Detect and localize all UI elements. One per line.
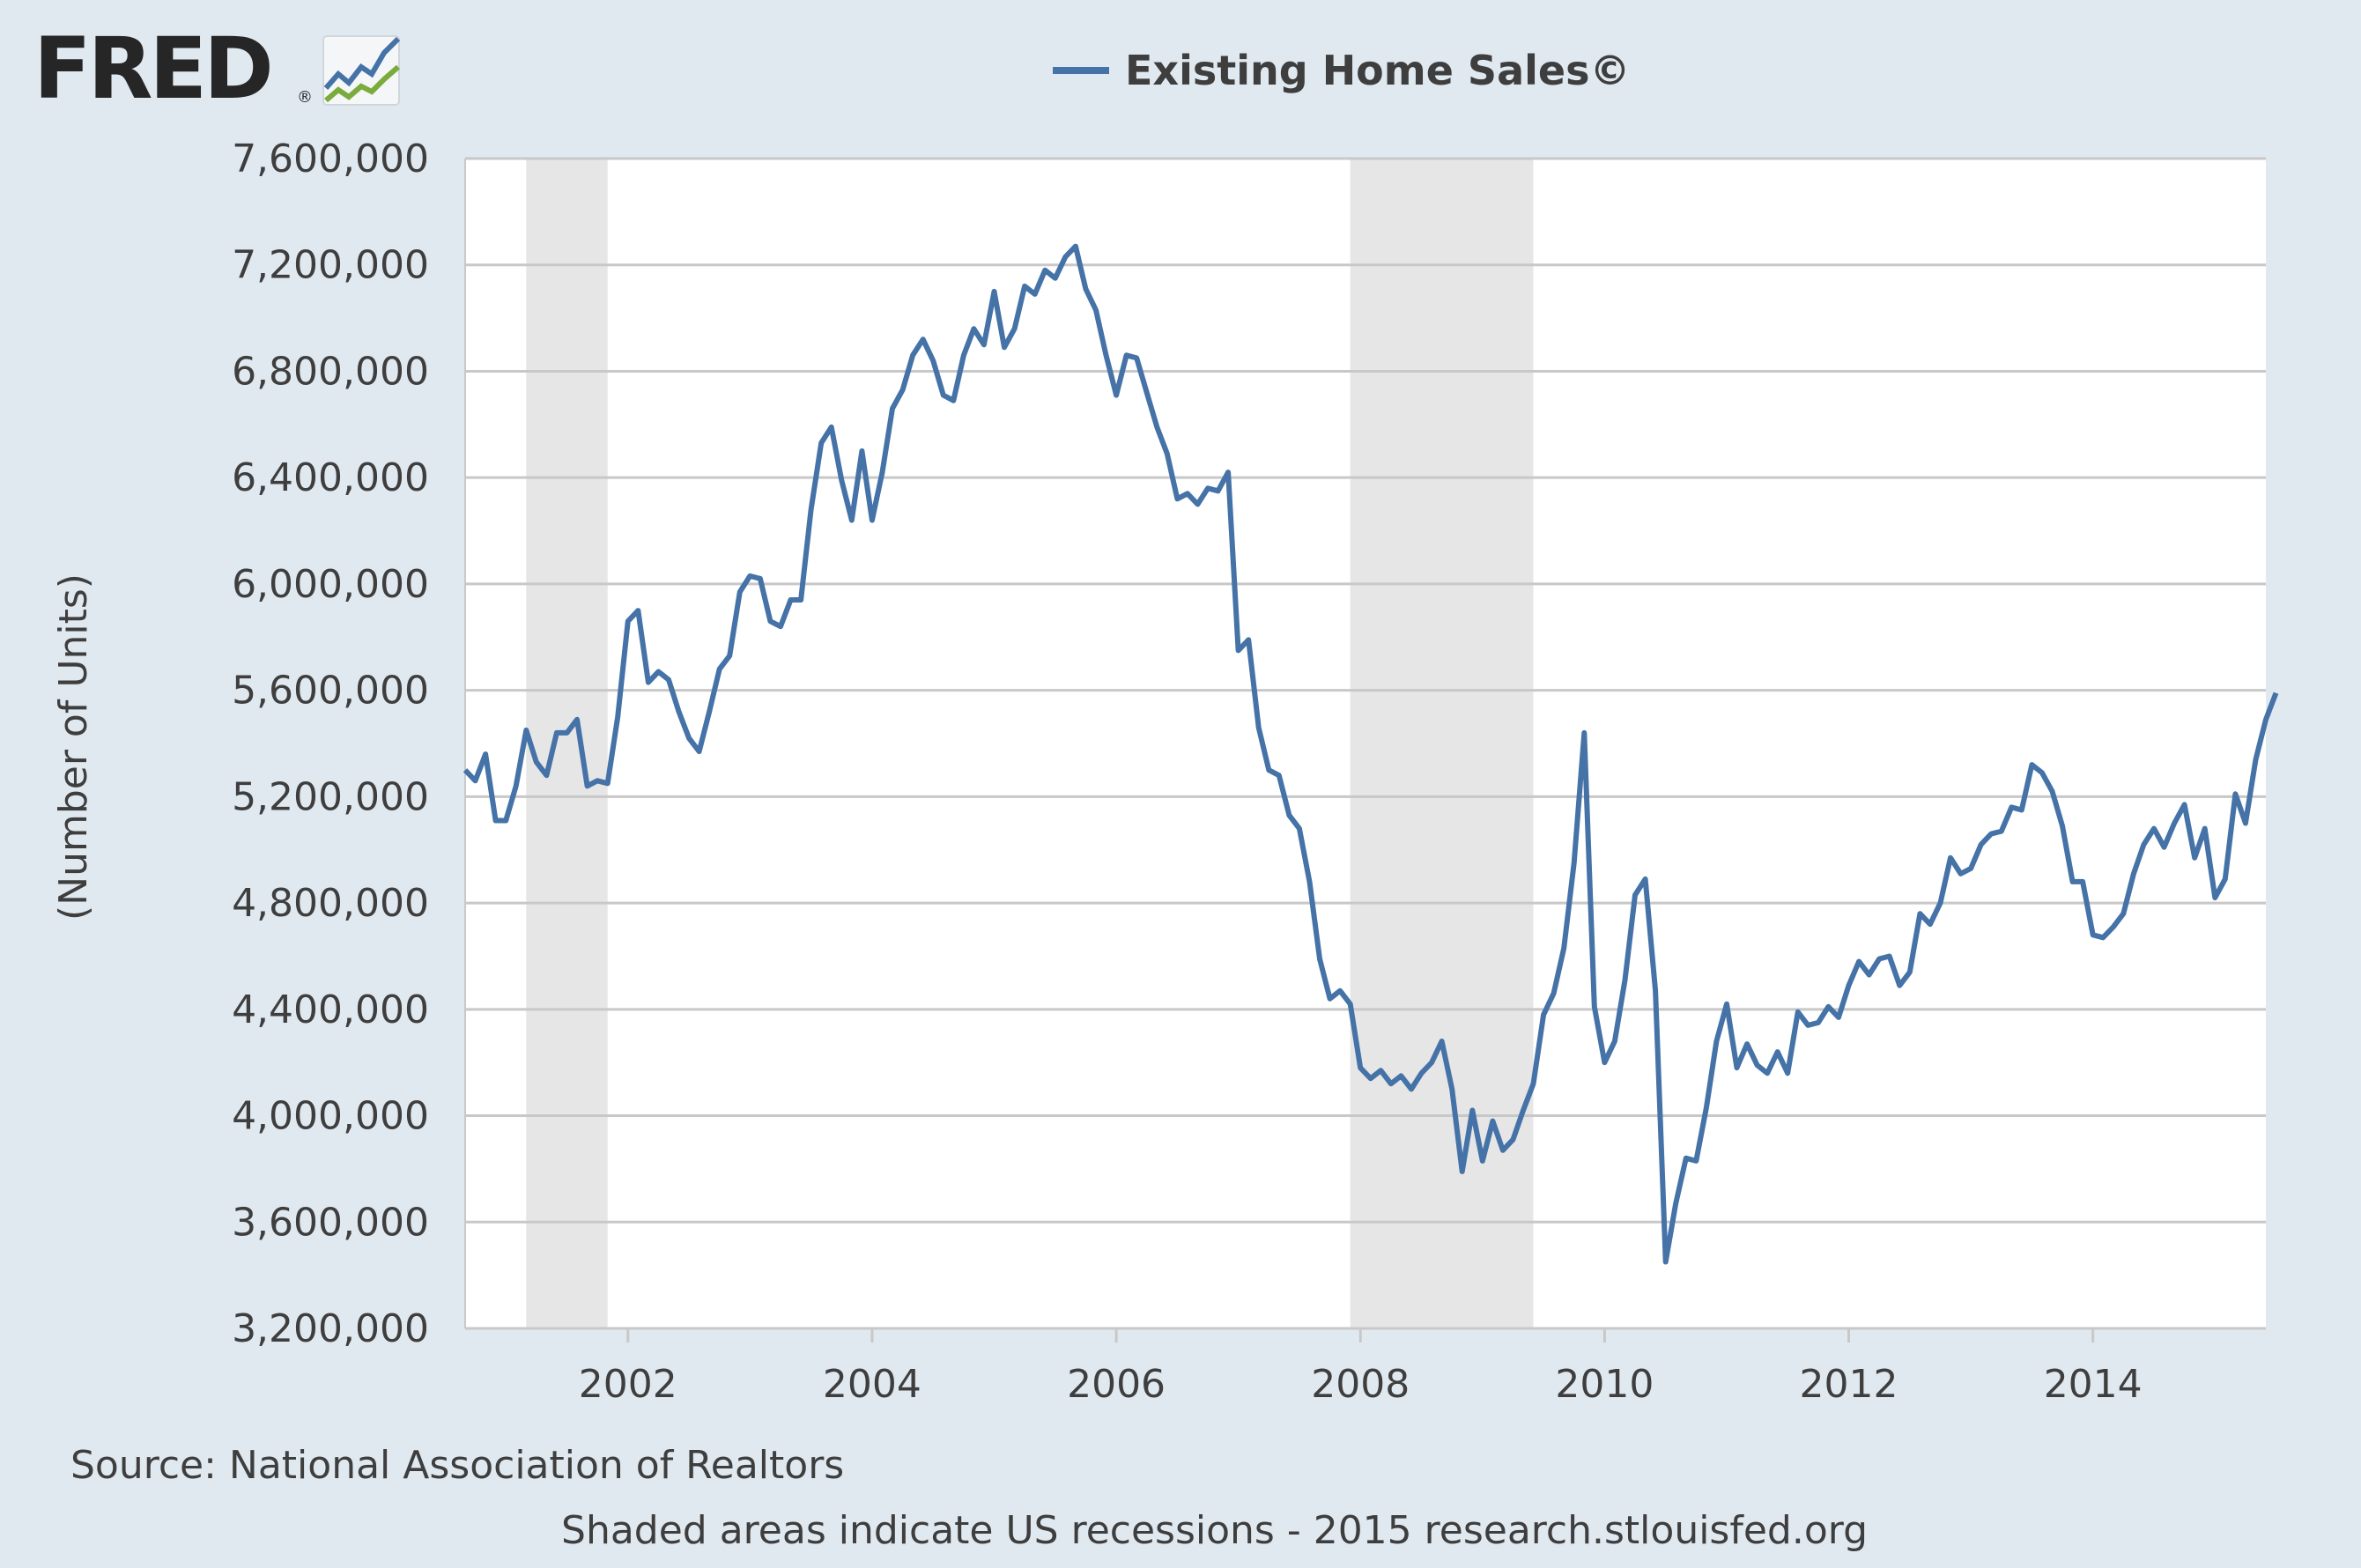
- chart-legend[interactable]: Existing Home Sales©: [1053, 44, 1630, 97]
- series-line-existing-home-sales: [463, 243, 2279, 1265]
- y-tick-label: 5,600,000: [232, 669, 429, 714]
- y-tick-label: 3,200,000: [232, 1306, 429, 1351]
- legend-series-swatch: [1053, 67, 1109, 74]
- y-tick-label: 6,800,000: [232, 349, 429, 394]
- x-tick-label: 2014: [2044, 1362, 2143, 1407]
- y-axis-title: (Number of Units): [51, 573, 96, 921]
- gridlines: [465, 157, 2266, 1224]
- x-tick-label: 2012: [1800, 1362, 1898, 1407]
- plot-area: [463, 157, 2279, 1342]
- fred-chart-icon: [322, 35, 401, 106]
- recession-band-2: [1350, 159, 1534, 1328]
- x-tick-labels: 2002 2004 2006 2008 2010 2012 2014: [579, 1362, 2143, 1407]
- recession-footnote: Shaded areas indicate US recessions - 20…: [561, 1508, 1868, 1553]
- y-tick-label: 6,000,000: [232, 562, 429, 607]
- x-tick-label: 2008: [1311, 1362, 1410, 1407]
- y-tick-label: 4,800,000: [232, 881, 429, 926]
- x-tick-label: 2002: [579, 1362, 677, 1407]
- registered-mark: ®: [297, 88, 313, 107]
- recession-bands: [526, 159, 1534, 1328]
- fred-logo-text: FRED: [33, 19, 274, 118]
- y-tick-label: 7,600,000: [232, 137, 429, 181]
- y-tick-label: 5,200,000: [232, 774, 429, 819]
- source-note: Source: National Association of Realtors: [70, 1443, 845, 1488]
- y-tick-label: 4,400,000: [232, 987, 429, 1032]
- y-tick-label: 7,200,000: [232, 243, 429, 288]
- y-tick-labels: 3,200,000 3,600,000 4,000,000 4,400,000 4,80…: [232, 137, 429, 1351]
- fred-logo[interactable]: FRED ®: [33, 26, 421, 115]
- x-tick-label: 2004: [823, 1362, 921, 1407]
- y-tick-label: 6,400,000: [232, 455, 429, 500]
- axes: [464, 159, 2266, 1342]
- y-tick-label: 3,600,000: [232, 1200, 429, 1245]
- y-tick-label: 4,000,000: [232, 1094, 429, 1139]
- legend-series-label: Existing Home Sales©: [1125, 47, 1631, 94]
- x-tick-label: 2010: [1555, 1362, 1654, 1407]
- x-tick-label: 2006: [1067, 1362, 1166, 1407]
- recession-band-1: [526, 159, 608, 1328]
